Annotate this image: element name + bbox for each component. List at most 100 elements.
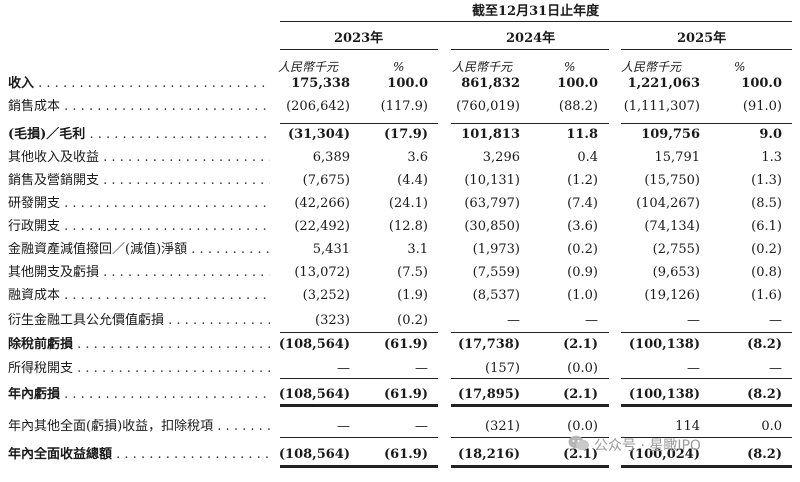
value-2023: 6,389 bbox=[312, 150, 350, 165]
year-2023: 2023年 bbox=[334, 31, 384, 46]
watermark: 公众号 · 星瞰IPO bbox=[568, 432, 782, 456]
pct-2025: (8.5) bbox=[751, 196, 782, 211]
pct-2024: (0.0) bbox=[567, 361, 598, 376]
value-2025: 15,791 bbox=[654, 150, 701, 165]
row-label: 銷售及營銷開支 . . . . . . . . . . . . . . . . … bbox=[8, 173, 270, 189]
pct-2025: (1.6) bbox=[751, 288, 782, 303]
leader-dots: . . . . . . . . . . . . . . . . . . . . … bbox=[191, 242, 270, 257]
pct-2023: (0.2) bbox=[397, 313, 428, 328]
row-label-text: 金融資產減值撥回／(減值)淨額 bbox=[8, 242, 188, 257]
row-label: 研發開支 . . . . . . . . . . . . . . . . . .… bbox=[8, 196, 270, 212]
value-2024: (10,131) bbox=[464, 173, 520, 188]
total-double-rule-comprehensive bbox=[451, 465, 609, 468]
subtotal-rule-loss bbox=[280, 378, 438, 379]
period-underline bbox=[280, 21, 792, 22]
pct-2023: (24.1) bbox=[388, 196, 428, 211]
value-2024: (17,895) bbox=[457, 387, 520, 402]
value-2023: (13,072) bbox=[294, 265, 350, 280]
row-label-text: 其他開支及虧損 bbox=[8, 265, 100, 280]
value-2023: (108,564) bbox=[278, 447, 350, 462]
pct-2025: 9.0 bbox=[759, 127, 782, 142]
row-label-text: 年內全面收益總額 bbox=[8, 447, 113, 462]
subtotal-rule-comprehensive bbox=[280, 437, 438, 438]
pct-2023: 3.1 bbox=[407, 242, 428, 257]
wechat-icon bbox=[568, 434, 590, 452]
pct-2023: (61.9) bbox=[384, 447, 428, 462]
value-2024: (157) bbox=[485, 361, 520, 376]
row-label: 行政開支 . . . . . . . . . . . . . . . . . .… bbox=[8, 219, 270, 235]
pct-2023: — bbox=[415, 419, 428, 434]
pct-2024: (2.1) bbox=[563, 337, 598, 352]
leader-dots: . . . . . . . . . . . . . . . . . . . . … bbox=[103, 150, 270, 165]
row-label-text: 年內其他全面(虧損)收益，扣除稅項 bbox=[8, 419, 214, 434]
row-label-text: 銷售及營銷開支 bbox=[8, 173, 100, 188]
value-2023: 175,338 bbox=[291, 76, 350, 91]
year-underline-2024 bbox=[451, 49, 609, 50]
pct-2025: (1.3) bbox=[751, 173, 782, 188]
leader-dots: . . . . . . . . . . . . . . . . . . . . … bbox=[217, 419, 270, 434]
value-2024: (8,537) bbox=[472, 288, 520, 303]
pct-2025: — bbox=[769, 313, 782, 328]
pct-2023: 100.0 bbox=[387, 76, 428, 91]
period-title: 截至12月31日止年度 bbox=[472, 4, 600, 19]
total-double-rule-loss bbox=[621, 404, 792, 407]
subtotal-rule-gross bbox=[280, 123, 438, 124]
total-double-rule-loss bbox=[280, 404, 438, 407]
leader-dots: . . . . . . . . . . . . . . . . . . . . … bbox=[64, 196, 270, 211]
leader-dots: . . . . . . . . . . . . . . . . . . . . … bbox=[64, 219, 270, 234]
pct-2025: (8.2) bbox=[747, 387, 782, 402]
value-2023: (206,642) bbox=[286, 99, 350, 114]
value-2025: 109,756 bbox=[641, 127, 700, 142]
pct-2023: (117.9) bbox=[380, 99, 428, 114]
subtotal-rule-gross bbox=[451, 123, 609, 124]
subtotal-rule-comprehensive bbox=[451, 437, 609, 438]
row-label-text: 收入 bbox=[8, 76, 35, 91]
row-label: 年內全面收益總額 . . . . . . . . . . . . . . . .… bbox=[8, 447, 270, 463]
pct-2023: (7.5) bbox=[397, 265, 428, 280]
leader-dots: . . . . . . . . . . . . . . . . . . . . … bbox=[116, 447, 270, 462]
pct-2025: — bbox=[769, 361, 782, 376]
value-2025: (74,134) bbox=[644, 219, 700, 234]
subtotal-rule-loss bbox=[621, 378, 792, 379]
pct-2025: 100.0 bbox=[741, 76, 782, 91]
pct-2024: (0.9) bbox=[567, 265, 598, 280]
leader-dots: . . . . . . . . . . . . . . . . . . . . … bbox=[103, 173, 270, 188]
value-2023: (3,252) bbox=[302, 288, 350, 303]
value-2025: 114 bbox=[675, 419, 700, 434]
pct-2023: (1.9) bbox=[397, 288, 428, 303]
value-2025: (100,138) bbox=[628, 387, 700, 402]
pct-2024: 100.0 bbox=[557, 76, 598, 91]
pct-2023: (61.9) bbox=[384, 387, 428, 402]
value-2023: (31,304) bbox=[287, 127, 350, 142]
value-2025: — bbox=[687, 361, 700, 376]
value-2025: (15,750) bbox=[644, 173, 700, 188]
unit-currency-2024: 人民幣千元 bbox=[452, 60, 513, 74]
value-2023: — bbox=[337, 361, 350, 376]
value-2025: 1,221,063 bbox=[627, 76, 700, 91]
subtotal-rule-loss bbox=[451, 378, 609, 379]
row-label-text: 年內虧損 bbox=[8, 387, 61, 402]
pct-2023: — bbox=[415, 361, 428, 376]
row-label-text: 融資成本 bbox=[8, 288, 61, 303]
pct-2025: 0.0 bbox=[761, 419, 782, 434]
pct-2025: (0.2) bbox=[751, 242, 782, 257]
leader-dots: . . . . . . . . . . . . . . . . . . . . … bbox=[168, 313, 270, 328]
pct-2025: (8.2) bbox=[747, 337, 782, 352]
value-2023: (323) bbox=[315, 313, 350, 328]
leader-dots: . . . . . . . . . . . . . . . . . . . . … bbox=[77, 337, 270, 352]
row-label-text: 衍生金融工具公允價值虧損 bbox=[8, 313, 165, 328]
pct-2024: 11.8 bbox=[566, 127, 598, 142]
row-label: 金融資產減值撥回／(減值)淨額 . . . . . . . . . . . . … bbox=[8, 242, 270, 258]
value-2023: 5,431 bbox=[312, 242, 350, 257]
pct-2024: (88.2) bbox=[558, 99, 598, 114]
value-2024: 101,813 bbox=[461, 127, 520, 142]
row-label: 其他開支及虧損 . . . . . . . . . . . . . . . . … bbox=[8, 265, 270, 281]
value-2025: (2,755) bbox=[652, 242, 700, 257]
subtotal-rule-pretax bbox=[451, 332, 609, 333]
leader-dots: . . . . . . . . . . . . . . . . . . . . … bbox=[64, 387, 270, 402]
row-label-text: 銷售成本 bbox=[8, 99, 61, 114]
pct-2023: (12.8) bbox=[388, 219, 428, 234]
value-2023: (22,492) bbox=[294, 219, 350, 234]
leader-dots: . . . . . . . . . . . . . . . . . . . . … bbox=[64, 99, 270, 114]
value-2024: (7,559) bbox=[472, 265, 520, 280]
